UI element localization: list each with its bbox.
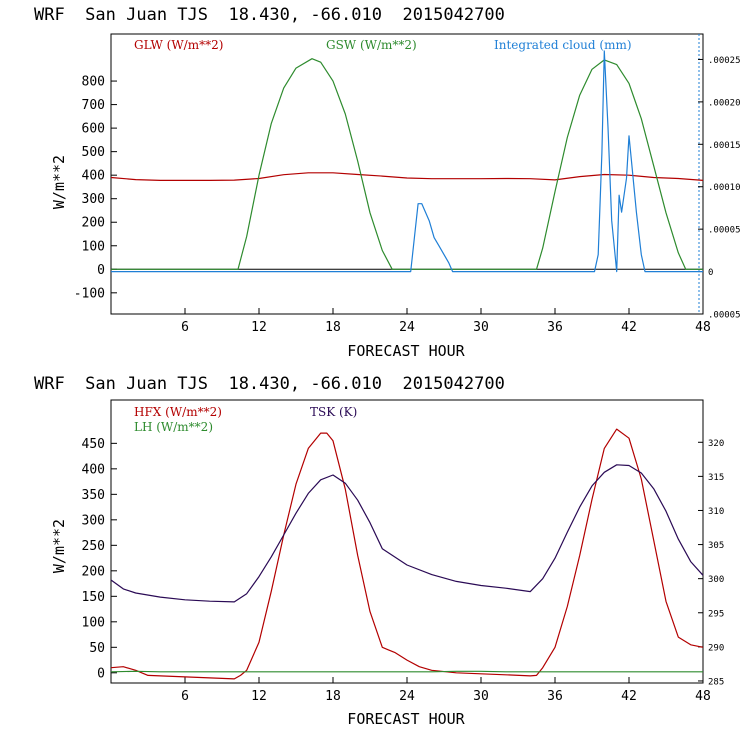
legend-integrated-cloud: Integrated cloud (mm)	[494, 38, 632, 52]
x-tick-label: 18	[325, 689, 341, 704]
y-tick-label: 800	[82, 75, 105, 90]
y-tick-label: 0	[97, 263, 105, 278]
y-tick-label: 700	[82, 98, 105, 113]
x-tick-label: 30	[473, 689, 489, 704]
x-tick-label: 36	[547, 320, 563, 335]
legend-tsk: TSK (K)	[310, 405, 357, 419]
x-tick-label: 12	[251, 320, 267, 335]
right-tick-label: .00005	[708, 226, 740, 236]
series-tsk-line	[110, 464, 704, 603]
x-tick-label: 36	[547, 689, 563, 704]
right-axis-ticks: .00005 0 .00005 .00010 .00015 .00020 .00025	[698, 56, 740, 321]
right-tick-label: .00025	[708, 56, 740, 66]
y-axis-label: W/m**2	[50, 155, 68, 209]
legend-hfx: HFX (W/m**2)	[134, 405, 222, 419]
right-tick-label: 0	[708, 268, 713, 278]
x-axis-ticks: 6 12 18 24 30 36 42 48	[181, 308, 711, 335]
right-tick-label: 290	[708, 643, 724, 653]
y-axis-ticks: 0 50 100 150 200 250 300 350 400 450	[82, 437, 117, 681]
x-tick-label: 30	[473, 320, 489, 335]
right-tick-label: 295	[708, 609, 724, 619]
y-tick-label: 600	[82, 122, 105, 137]
plot-frame	[110, 399, 704, 684]
heat-flux-chart: WRF San Juan TJS 18.430, -66.010 2015042…	[34, 374, 724, 728]
x-tick-label: 24	[399, 320, 415, 335]
y-axis-label: W/m**2	[50, 519, 68, 573]
x-axis-label: FORECAST HOUR	[347, 342, 465, 360]
right-tick-label: 320	[708, 439, 724, 449]
chart-title: WRF San Juan TJS 18.430, -66.010 2015042…	[34, 5, 505, 25]
x-axis-label: FORECAST HOUR	[347, 710, 465, 728]
x-tick-label: 6	[181, 689, 189, 704]
x-tick-label: 12	[251, 689, 267, 704]
x-tick-label: 18	[325, 320, 341, 335]
y-tick-label: 200	[82, 216, 105, 231]
y-tick-label: 100	[82, 615, 105, 630]
radiation-cloud-chart: WRF San Juan TJS 18.430, -66.010 2015042…	[34, 5, 740, 360]
y-axis-ticks: -100 0 100 200 300 400 500 600 700 800	[74, 75, 703, 301]
y-tick-label: -100	[74, 286, 105, 301]
x-tick-label: 48	[695, 689, 711, 704]
series-gsw-line	[111, 58, 703, 270]
x-tick-label: 42	[621, 320, 637, 335]
right-tick-label: 305	[708, 541, 724, 551]
right-tick-label: 315	[708, 473, 724, 483]
series-lh-line	[110, 670, 703, 673]
y-tick-label: 400	[82, 462, 105, 477]
right-axis-ticks: 285 290 295 300 305 310 315 320	[698, 439, 724, 687]
series-lines	[110, 428, 704, 680]
y-tick-label: 0	[97, 666, 105, 681]
right-tick-label: .00015	[708, 141, 740, 151]
legend-gsw: GSW (W/m**2)	[326, 38, 417, 52]
right-tick-label: 310	[708, 507, 724, 517]
y-tick-label: 400	[82, 169, 105, 184]
right-tick-label: 300	[708, 575, 724, 585]
y-tick-label: 150	[82, 590, 105, 605]
series-hfx-line	[110, 428, 704, 680]
x-axis-ticks: 6 12 18 24 30 36 42 48	[181, 677, 711, 704]
y-tick-label: 300	[82, 192, 105, 207]
y-tick-label: 350	[82, 488, 105, 503]
chart-title: WRF San Juan TJS 18.430, -66.010 2015042…	[34, 374, 505, 394]
series-lines	[110, 50, 704, 273]
y-tick-label: 300	[82, 513, 105, 528]
y-tick-label: 100	[82, 239, 105, 254]
series-integrated-line	[111, 50, 703, 273]
legend-glw: GLW (W/m**2)	[134, 38, 223, 52]
right-tick-label: 285	[708, 677, 724, 687]
x-tick-label: 42	[621, 689, 637, 704]
x-tick-label: 48	[695, 320, 711, 335]
y-tick-label: 200	[82, 564, 105, 579]
y-tick-label: 450	[82, 437, 105, 452]
right-tick-label: .00010	[708, 183, 740, 193]
legend-lh: LH (W/m**2)	[134, 420, 213, 434]
x-tick-label: 6	[181, 320, 189, 335]
x-tick-label: 24	[399, 689, 415, 704]
series-glw-line	[110, 172, 704, 181]
y-tick-label: 250	[82, 539, 105, 554]
y-tick-label: 50	[89, 641, 105, 656]
y-tick-label: 500	[82, 145, 105, 160]
right-tick-label: .00020	[708, 98, 740, 108]
right-tick-label: .00005	[708, 311, 740, 321]
